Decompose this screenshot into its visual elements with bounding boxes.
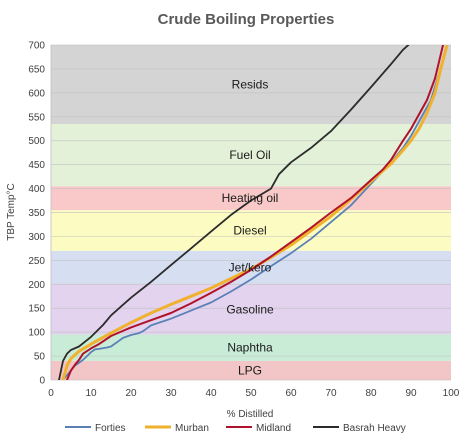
y-tick-13: 650 <box>28 64 45 75</box>
y-tick-10: 500 <box>28 136 45 147</box>
x-tick-0: 0 <box>48 388 54 399</box>
y-tick-1: 50 <box>34 352 46 363</box>
band-label-4: Diesel <box>233 223 266 237</box>
x-tick-10: 100 <box>443 388 460 399</box>
band-label-7: Resids <box>232 77 269 91</box>
x-tick-7: 70 <box>325 388 337 399</box>
x-tick-2: 20 <box>125 388 137 399</box>
band-6 <box>51 123 451 187</box>
legend: Forties Murban Midland Basrah Heavy <box>65 423 406 434</box>
y-tick-14: 700 <box>28 41 45 52</box>
x-tick-8: 80 <box>365 388 377 399</box>
legend-label-midland: Midland <box>256 423 291 434</box>
y-tick-4: 200 <box>28 280 45 291</box>
x-tick-3: 30 <box>165 388 177 399</box>
y-tick-12: 600 <box>28 88 45 99</box>
band-0 <box>51 360 451 380</box>
x-axis-label: % Distilled <box>227 409 274 420</box>
x-tick-4: 40 <box>205 388 217 399</box>
band-label-5: Heating oil <box>222 191 279 205</box>
band-label-6: Fuel Oil <box>229 148 270 162</box>
y-tick-3: 150 <box>28 304 45 315</box>
legend-label-basrah-heavy: Basrah Heavy <box>343 423 406 434</box>
chart-title: Crude Boiling Properties <box>158 11 335 28</box>
y-axis-label: TBP Temp°C <box>6 183 17 241</box>
y-tick-6: 300 <box>28 232 45 243</box>
y-tick-2: 100 <box>28 328 45 339</box>
x-tick-labels: 0 10 20 30 40 50 60 70 80 90 100 <box>48 388 460 399</box>
band-label-2: Gasoline <box>226 302 274 316</box>
band-4 <box>51 210 451 251</box>
y-tick-labels: 0 50 100 150 200 250 300 350 400 450 500 550 600 650 7… <box>28 41 45 387</box>
series-line-basrah-heavy <box>58 45 410 380</box>
x-tick-1: 10 <box>85 388 97 399</box>
y-tick-8: 400 <box>28 184 45 195</box>
series-lines <box>58 45 449 380</box>
y-tick-5: 250 <box>28 256 45 267</box>
series-line-murban <box>61 45 449 380</box>
y-tick-11: 550 <box>28 112 45 123</box>
legend-label-forties: Forties <box>95 423 126 434</box>
legend-label-murban: Murban <box>175 423 209 434</box>
x-tick-5: 50 <box>245 388 257 399</box>
band-label-1: Naphtha <box>227 341 273 355</box>
band-label-3: Jet/kero <box>229 261 272 275</box>
x-tick-6: 60 <box>285 388 297 399</box>
y-tick-9: 450 <box>28 160 45 171</box>
band-1 <box>51 334 451 361</box>
series-line-midland <box>66 45 444 380</box>
band-label-0: LPG <box>238 363 262 377</box>
y-tick-0: 0 <box>39 376 45 387</box>
x-tick-9: 90 <box>405 388 417 399</box>
y-tick-7: 350 <box>28 208 45 219</box>
band-labels: LPG Naphtha Gasoline Jet/kero Diesel Heating … <box>222 77 279 377</box>
band-7 <box>51 45 451 124</box>
gridlines <box>50 44 451 381</box>
